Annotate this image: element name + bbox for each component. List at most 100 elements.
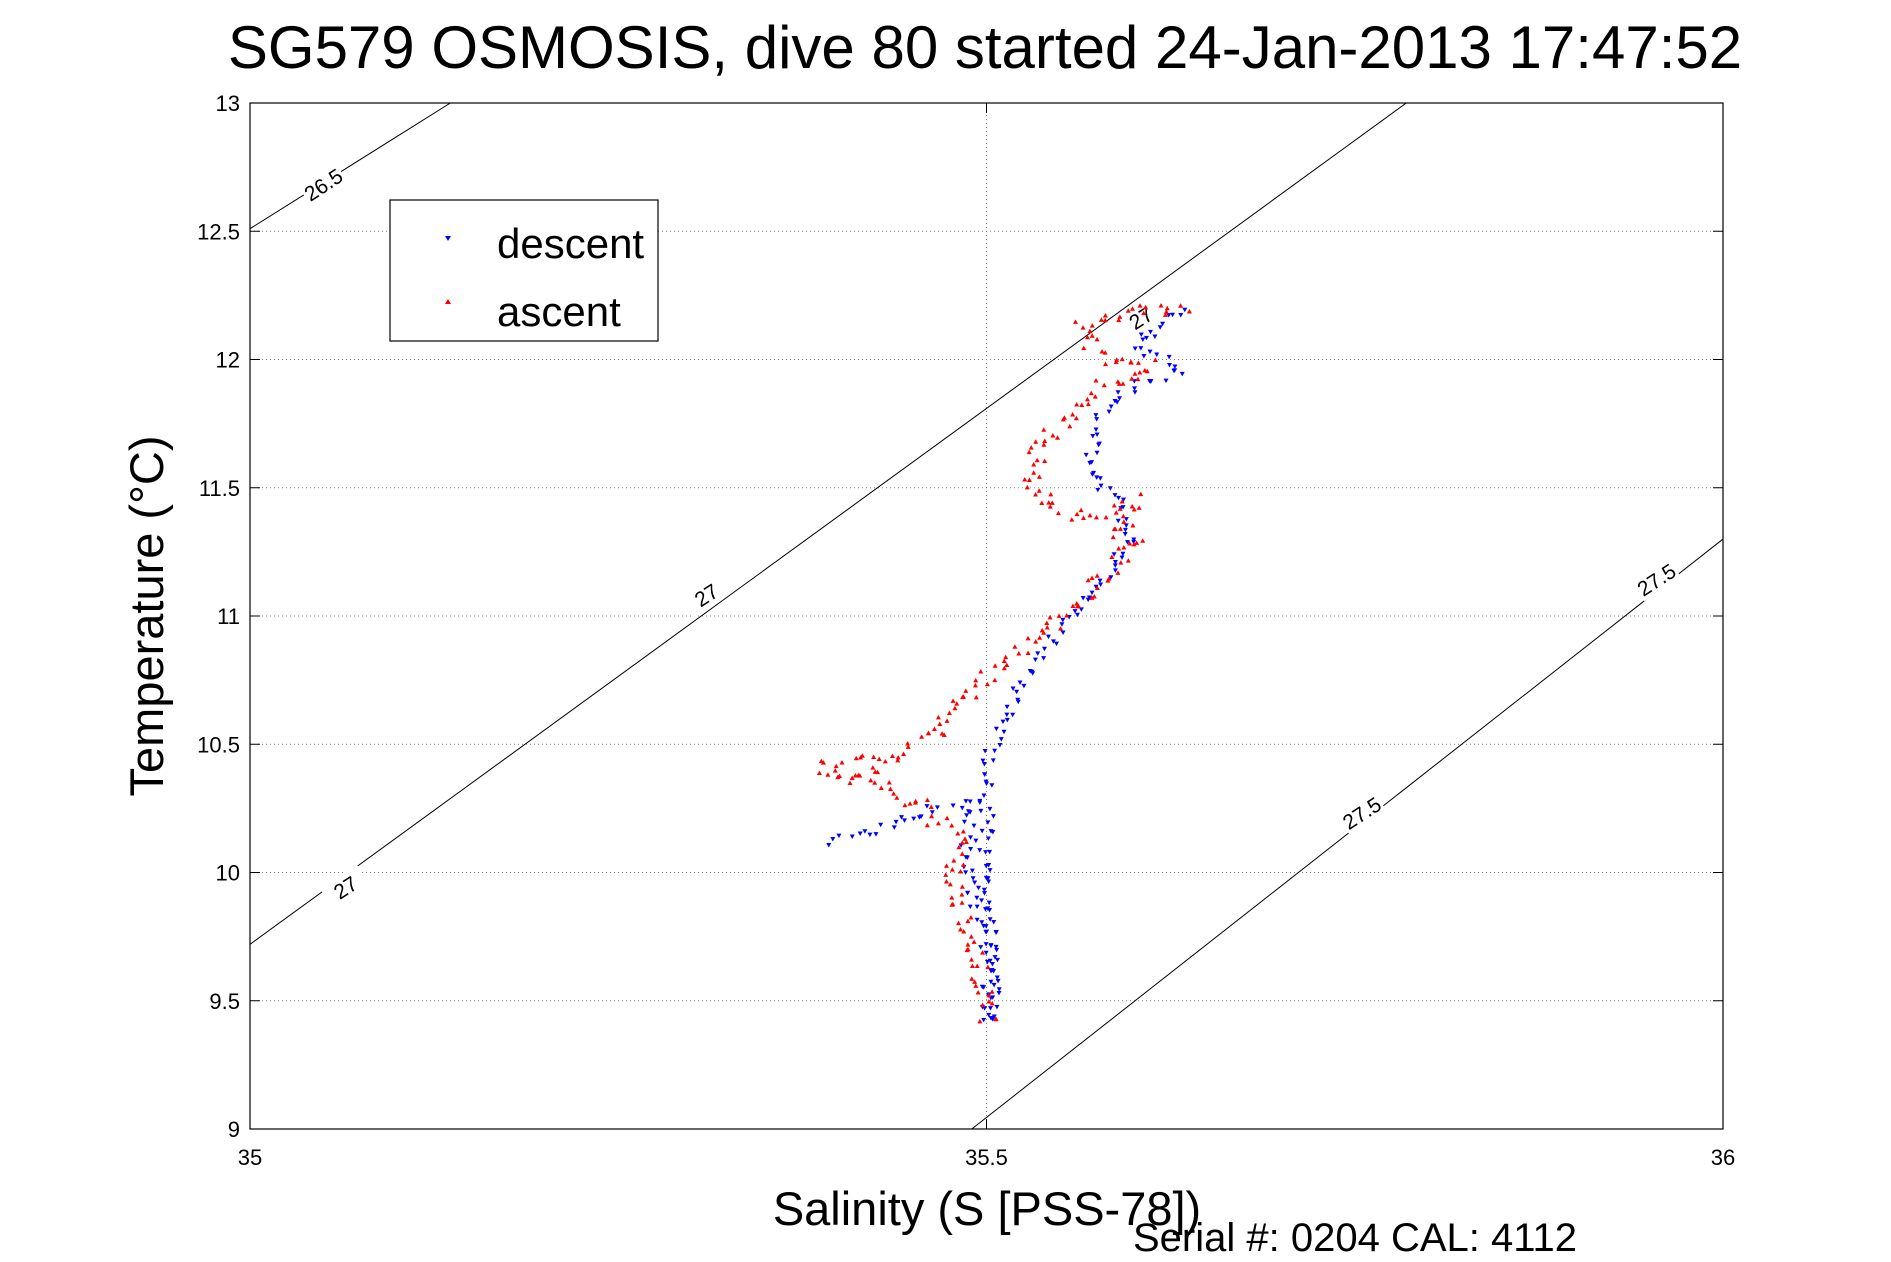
ascent-point bbox=[971, 939, 977, 944]
ascent-point bbox=[992, 677, 998, 683]
ascent-point bbox=[1089, 595, 1095, 600]
descent-point bbox=[1141, 353, 1147, 359]
descent-point bbox=[826, 842, 832, 848]
descent-point bbox=[1108, 404, 1114, 409]
ascent-point bbox=[1119, 499, 1125, 504]
descent-point bbox=[996, 990, 1002, 996]
descent-point bbox=[982, 772, 988, 777]
ascent-point bbox=[1106, 576, 1112, 581]
ascent-point bbox=[1081, 345, 1087, 351]
ascent-point bbox=[1089, 575, 1095, 581]
ascent-point bbox=[1109, 554, 1115, 559]
ascent-point bbox=[1033, 439, 1039, 444]
descent-point bbox=[979, 828, 985, 834]
ascent-point bbox=[935, 820, 941, 826]
ascent-point bbox=[975, 989, 981, 995]
ascent-point bbox=[1089, 323, 1095, 328]
ascent-point bbox=[1047, 614, 1053, 620]
descent-point bbox=[981, 891, 987, 896]
density-contour-line bbox=[249, 102, 1407, 945]
ascent-point bbox=[972, 682, 978, 688]
descent-point bbox=[980, 758, 986, 764]
ascent-point bbox=[961, 862, 967, 867]
descent-point bbox=[1059, 622, 1065, 627]
descent-point bbox=[1138, 346, 1144, 351]
descent-point bbox=[1098, 483, 1104, 489]
descent-point bbox=[965, 890, 971, 896]
descent-point bbox=[959, 805, 965, 811]
descent-point bbox=[1074, 612, 1080, 618]
descent-point bbox=[968, 846, 974, 852]
ascent-point bbox=[1135, 376, 1141, 382]
y-axis-ticks: 9 9.5 10 10.5 11 11.5 12 12.5 13 bbox=[197, 91, 1723, 1142]
ascent-point bbox=[969, 963, 975, 969]
ascent-point bbox=[944, 718, 950, 723]
descent-point bbox=[994, 975, 1000, 981]
descent-point bbox=[836, 833, 842, 839]
descent-point bbox=[1166, 313, 1172, 318]
descent-point bbox=[994, 1004, 1000, 1010]
ascent-point bbox=[907, 801, 913, 806]
ascent-point bbox=[963, 688, 969, 693]
ascent-point bbox=[949, 867, 955, 872]
ascent-point bbox=[1121, 545, 1127, 550]
ascent-point bbox=[939, 731, 945, 736]
descent-point bbox=[898, 815, 904, 820]
y-axis-label: Temperature (°C) bbox=[120, 436, 173, 797]
ascent-point bbox=[1128, 360, 1134, 365]
ascent-point bbox=[1141, 310, 1147, 316]
ascent-point bbox=[1031, 462, 1037, 467]
ascent-point bbox=[951, 858, 957, 863]
descent-point bbox=[1015, 699, 1021, 705]
ascent-point bbox=[984, 681, 990, 687]
ascent-point bbox=[965, 918, 971, 924]
ascent-point bbox=[1074, 401, 1080, 407]
descent-point bbox=[893, 819, 899, 825]
descent-point bbox=[1131, 539, 1137, 545]
ascent-point bbox=[870, 765, 876, 770]
ascent-point bbox=[956, 844, 962, 850]
descent-point bbox=[1090, 434, 1096, 439]
ascent-point bbox=[1087, 328, 1093, 334]
ascent-point bbox=[968, 915, 974, 920]
descent-point bbox=[974, 895, 980, 901]
descent-point bbox=[1080, 596, 1086, 601]
ascent-point bbox=[941, 732, 947, 738]
ascent-point bbox=[1044, 624, 1050, 630]
ascent-point bbox=[1162, 312, 1168, 317]
ascent-point bbox=[1075, 603, 1081, 608]
ascent-point bbox=[1003, 654, 1009, 660]
descent-point bbox=[1108, 575, 1114, 580]
ascent-point bbox=[816, 770, 822, 775]
descent-point bbox=[1132, 386, 1138, 391]
descent-point bbox=[918, 814, 924, 819]
ascent-point bbox=[1080, 325, 1086, 330]
descent-point bbox=[994, 947, 1000, 953]
descent-point bbox=[984, 959, 990, 965]
descent-point bbox=[1072, 609, 1078, 614]
descent-point bbox=[988, 943, 994, 949]
ascent-point bbox=[832, 768, 838, 773]
descent-point bbox=[1098, 582, 1104, 588]
descent-point bbox=[1117, 396, 1123, 401]
ascent-point bbox=[1094, 336, 1100, 342]
ascent-point bbox=[1102, 317, 1108, 323]
descent-point bbox=[1120, 551, 1126, 557]
ascent-point bbox=[949, 895, 955, 900]
descent-point bbox=[857, 831, 863, 837]
ascent-point bbox=[937, 721, 943, 726]
ascent-point bbox=[1130, 523, 1136, 528]
ascent-point bbox=[1110, 534, 1116, 540]
descent-point bbox=[1119, 555, 1125, 560]
descent-point bbox=[1094, 417, 1100, 422]
ascent-point bbox=[868, 777, 874, 783]
ascent-point bbox=[1094, 585, 1100, 591]
ascent-point bbox=[1101, 382, 1107, 388]
contour-label-background bbox=[298, 162, 349, 207]
ascent-point bbox=[891, 791, 897, 796]
descent-point bbox=[987, 917, 993, 922]
ascent-point bbox=[886, 780, 892, 785]
ascent-point bbox=[1025, 635, 1031, 641]
y-tick-label: 9.5 bbox=[209, 989, 240, 1014]
descent-point bbox=[1083, 452, 1089, 458]
